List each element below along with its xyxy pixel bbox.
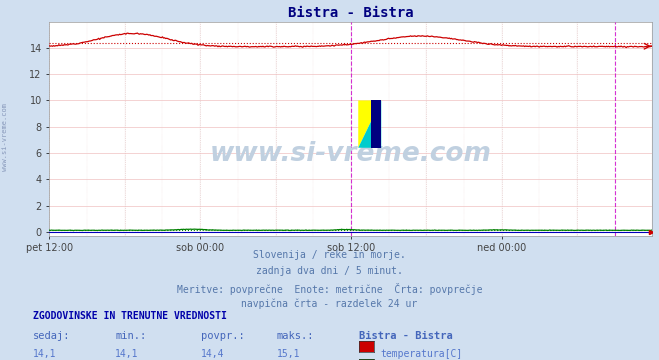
Text: 14,1: 14,1 [33,349,57,359]
Text: www.si-vreme.com: www.si-vreme.com [2,103,9,171]
Text: sedaj:: sedaj: [33,331,71,341]
Text: www.si-vreme.com: www.si-vreme.com [210,141,492,167]
Text: 14,1: 14,1 [115,349,139,359]
Text: 15,1: 15,1 [277,349,301,359]
Text: maks.:: maks.: [277,331,314,341]
Text: zadnja dva dni / 5 minut.: zadnja dva dni / 5 minut. [256,266,403,276]
Text: Slovenija / reke in morje.: Slovenija / reke in morje. [253,250,406,260]
Text: min.:: min.: [115,331,146,341]
Polygon shape [358,100,382,148]
Title: Bistra - Bistra: Bistra - Bistra [288,6,414,21]
Text: Meritve: povprečne  Enote: metrične  Črta: povprečje: Meritve: povprečne Enote: metrične Črta:… [177,283,482,294]
Text: povpr.:: povpr.: [201,331,244,341]
Polygon shape [371,100,382,148]
Text: temperatura[C]: temperatura[C] [380,349,463,359]
Polygon shape [358,100,382,148]
Text: navpična črta - razdelek 24 ur: navpična črta - razdelek 24 ur [241,299,418,309]
Text: ZGODOVINSKE IN TRENUTNE VREDNOSTI: ZGODOVINSKE IN TRENUTNE VREDNOSTI [33,311,227,321]
Text: 14,4: 14,4 [201,349,225,359]
Text: Bistra - Bistra: Bistra - Bistra [359,331,453,341]
